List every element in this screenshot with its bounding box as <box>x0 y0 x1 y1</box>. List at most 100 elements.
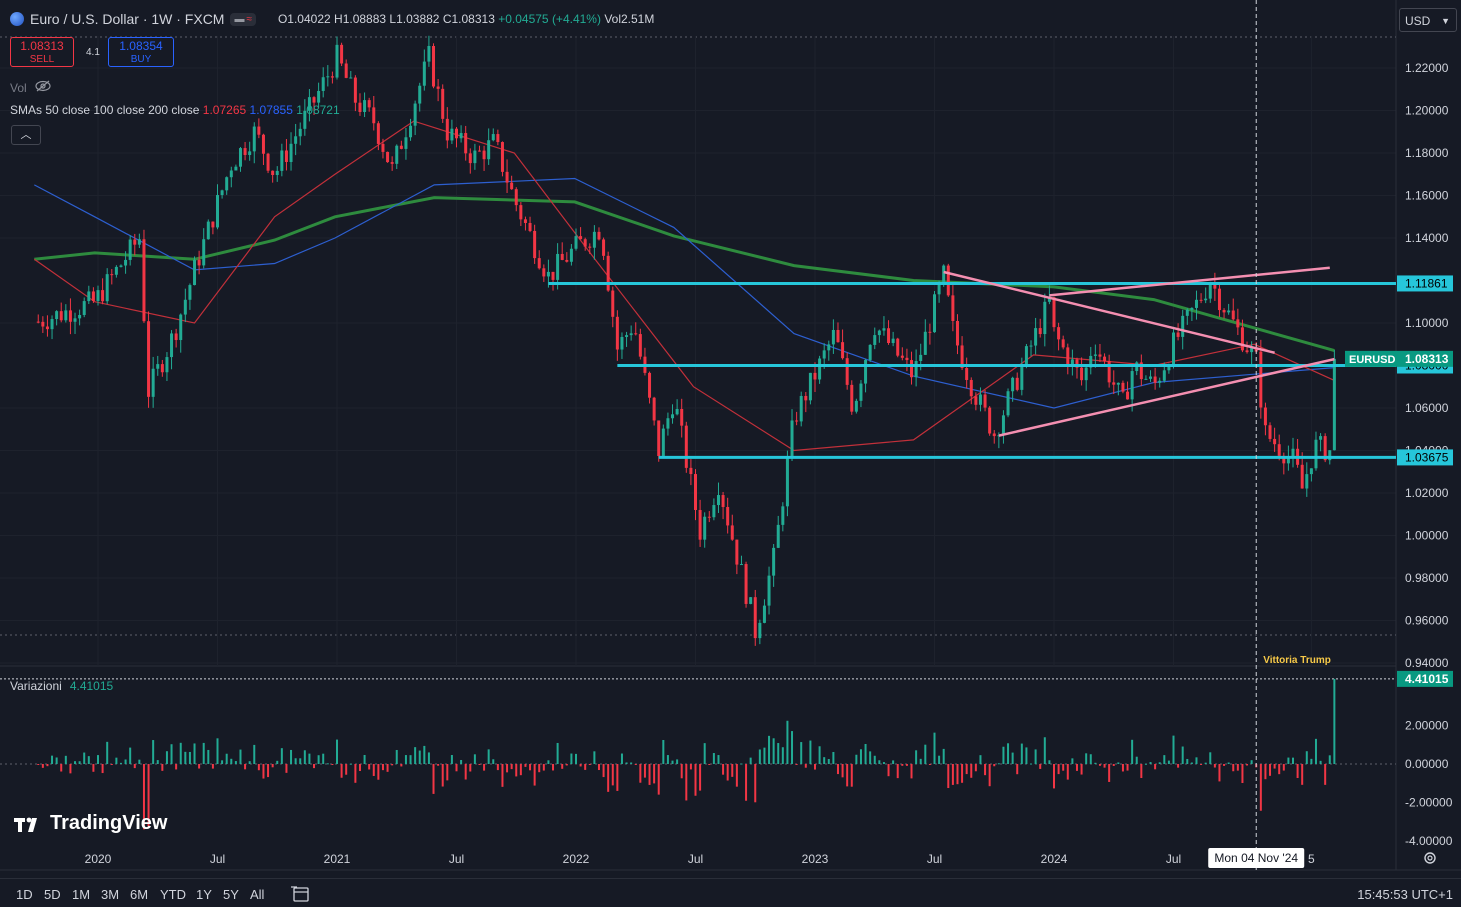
variation-bar <box>423 745 426 764</box>
settings-gear-icon[interactable] <box>1422 850 1438 866</box>
variazioni-legend[interactable]: Variazioni 4.41015 <box>10 679 113 693</box>
candle-body <box>1199 299 1203 301</box>
candle-body <box>868 344 872 360</box>
range-1m[interactable]: 1M <box>72 887 91 902</box>
variation-bar <box>487 749 490 764</box>
variation-bar <box>533 764 536 786</box>
range-3m[interactable]: 3M <box>101 887 120 902</box>
candle-body <box>772 547 776 576</box>
eye-off-icon[interactable] <box>35 80 51 95</box>
horizontal-levels[interactable] <box>548 281 1396 459</box>
range-ytd[interactable]: YTD <box>160 887 186 902</box>
symbol-title[interactable]: Euro / U.S. Dollar · 1W · FXCM <box>30 11 225 27</box>
range-5d[interactable]: 5D <box>44 887 61 902</box>
variation-bar <box>478 764 481 765</box>
variation-bar <box>1140 764 1143 779</box>
variation-bar <box>565 764 568 766</box>
volume-indicator[interactable]: Vol <box>10 80 51 95</box>
variation-bar <box>1144 763 1147 765</box>
range-5y[interactable]: 5Y <box>223 887 239 902</box>
variation-bar <box>643 764 646 778</box>
price-chart[interactable]: 1.22000 1.20000 1.18000 1.16000 1.14000 1.100… <box>0 0 1461 878</box>
variation-bar <box>354 764 357 783</box>
variation-bar <box>1278 764 1281 775</box>
variation-bar <box>878 760 881 764</box>
variation-bar <box>1287 757 1290 764</box>
sma100-path <box>34 177 1335 409</box>
variation-bar <box>60 764 63 772</box>
candle-body <box>418 85 422 104</box>
variation-bar <box>1204 762 1207 764</box>
candle-body <box>905 357 909 361</box>
variation-bar <box>386 764 389 772</box>
variation-bar <box>469 764 472 772</box>
candle-body <box>289 143 293 162</box>
variazioni-value: 4.41015 <box>69 679 114 693</box>
variation-bar <box>37 764 40 765</box>
variation-bar <box>1149 762 1152 764</box>
range-1y[interactable]: 1Y <box>196 887 212 902</box>
candle-body <box>790 420 794 459</box>
volume-value: Vol2.51M <box>604 12 655 26</box>
level-price-tag <box>1397 275 1453 292</box>
candle-body <box>1185 309 1189 316</box>
variation-bar <box>703 743 706 764</box>
variation-bar <box>55 757 58 764</box>
session-clock[interactable]: 15:45:53 UTC+1 <box>1357 887 1453 902</box>
variation-bar <box>1333 678 1336 764</box>
candle-body <box>1190 307 1194 310</box>
candle-body <box>445 118 449 141</box>
variation-bar <box>446 764 449 781</box>
variation-bar <box>326 763 329 765</box>
variation-bar <box>869 751 872 764</box>
candle-body <box>689 467 693 475</box>
variation-bar <box>400 764 403 767</box>
last-price-tag <box>1397 350 1453 367</box>
candle-body <box>1217 288 1221 311</box>
candle-body <box>432 46 436 87</box>
variation-bar <box>336 739 338 764</box>
variation-bar <box>1020 743 1023 764</box>
candle-body <box>202 239 206 266</box>
range-1d[interactable]: 1D <box>16 887 33 902</box>
price-axis: 1.22000 1.20000 1.18000 1.16000 1.14000 1.100… <box>1345 61 1453 848</box>
variation-bar <box>1158 762 1161 764</box>
candle-body <box>142 239 146 322</box>
tradingview-logo-icon <box>14 816 42 832</box>
candle-body <box>744 564 748 604</box>
trendlines[interactable] <box>943 266 1335 437</box>
variation-bar <box>331 764 334 765</box>
time-tick-label: Jul <box>449 852 464 866</box>
annotation-text: Vittoria Trump <box>1263 655 1331 666</box>
variation-bar <box>1103 764 1106 768</box>
low-value: L1.03882 <box>389 12 440 26</box>
candle-body <box>395 145 399 164</box>
variation-bar <box>1195 757 1198 764</box>
candle-body <box>776 524 780 548</box>
candle-body <box>1227 310 1231 313</box>
sma-legend[interactable]: SMAs 50 close 100 close 200 close 1.0726… <box>10 103 340 117</box>
candle-body <box>795 420 799 422</box>
buy-button[interactable]: 1.08354 BUY <box>108 37 174 67</box>
variation-bar <box>538 764 541 773</box>
calendar-goto-icon[interactable] <box>291 885 311 903</box>
currency-select[interactable]: USD ▼ <box>1399 8 1457 32</box>
variation-bar <box>722 764 725 775</box>
sell-button[interactable]: 1.08313 SELL <box>10 37 74 67</box>
variation-bar <box>1066 764 1069 780</box>
candle-body <box>174 333 178 341</box>
candle-body <box>1121 382 1125 392</box>
variation-bar <box>202 742 205 764</box>
range-all[interactable]: All <box>250 887 265 902</box>
candle-body <box>946 265 950 296</box>
candle-body <box>1093 354 1097 356</box>
collapse-legend-button[interactable]: ︿ <box>11 125 41 145</box>
candle-body <box>836 329 840 343</box>
sma50-path <box>33 120 1335 452</box>
variation-bar <box>41 764 44 768</box>
range-6m[interactable]: 6M <box>130 887 149 902</box>
candle-body <box>735 539 739 565</box>
candle-body <box>1024 346 1028 366</box>
candle-body <box>933 294 936 333</box>
variation-bar <box>1319 760 1322 764</box>
